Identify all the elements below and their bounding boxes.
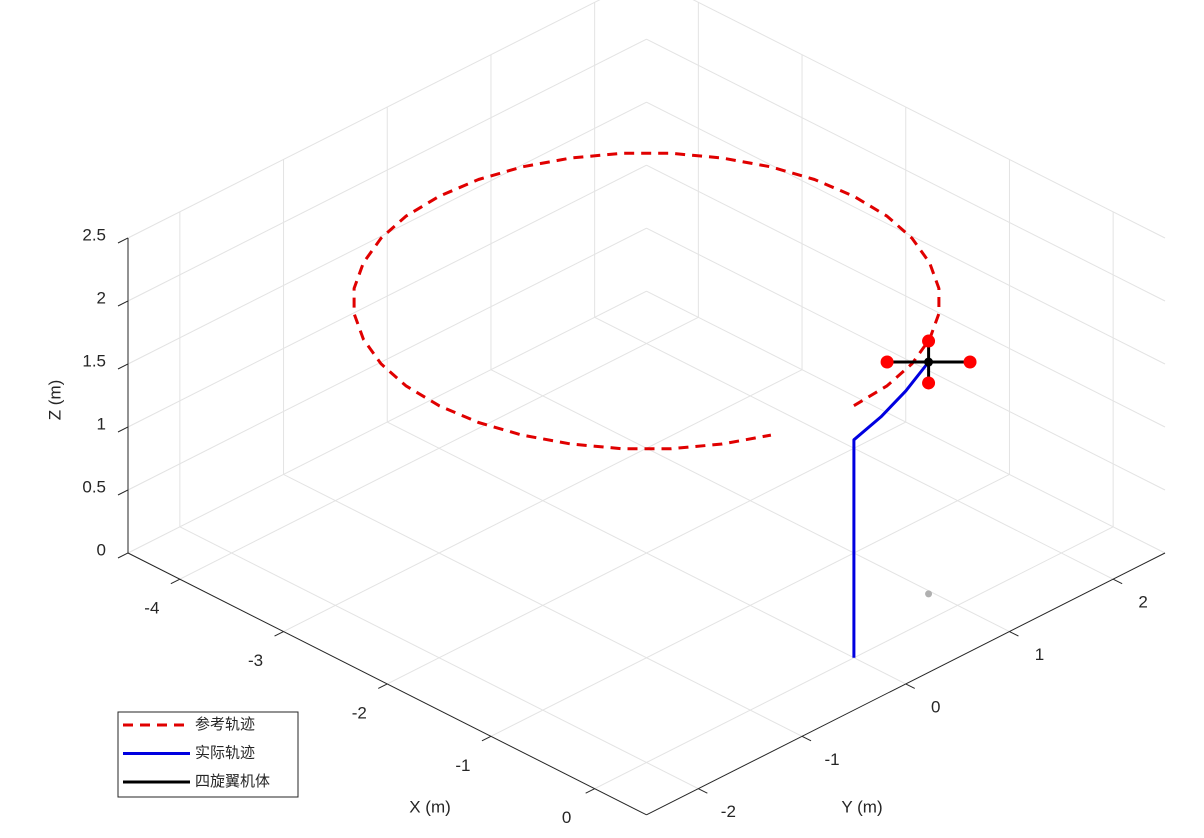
grid-line [646, 290, 1166, 554]
x-tick-label: 0 [562, 808, 571, 827]
y-tick-label: -2 [721, 802, 736, 821]
grid-line [127, 0, 601, 239]
grid-line [127, 290, 647, 554]
grid-line [387, 421, 906, 685]
body-center [924, 357, 934, 367]
x-tick [585, 788, 595, 794]
grid-line [490, 369, 1010, 632]
grid-line [646, 227, 1166, 491]
y-tick [905, 683, 915, 689]
axes: -4 -3 -2 -1 0 -2 -1 0 1 2 0 0.5 1 1.5 2 2.5 [82, 225, 1166, 827]
x-tick [481, 735, 492, 742]
z-tick-label: 0.5 [82, 477, 106, 496]
z-tick [117, 552, 129, 559]
y-tick [1112, 578, 1123, 585]
grid-line [127, 227, 647, 491]
legend-label: 参考轨迹 [195, 716, 255, 733]
ground-point [925, 590, 933, 598]
z-tick [117, 426, 129, 433]
z-tick-label: 2.5 [82, 225, 106, 244]
legend-label: 四旋翼机体 [195, 773, 270, 790]
z-tick [117, 489, 129, 496]
y-tick [801, 735, 812, 742]
x-tick [274, 631, 284, 637]
z-tick-label: 2 [97, 288, 106, 307]
legend-label: 实际轨迹 [195, 744, 255, 761]
rotor [922, 376, 936, 390]
plot-area [352, 151, 977, 658]
rotor [922, 334, 936, 348]
y-axis-label: Y (m) [841, 797, 882, 816]
y-tick-label: 0 [931, 697, 940, 716]
series-line [852, 361, 930, 658]
grid-line [692, 0, 1166, 239]
y-tick [698, 788, 708, 794]
x-axis-label: X (m) [409, 797, 451, 816]
x-tick [378, 683, 388, 689]
rotor [880, 355, 894, 369]
x-tick-label: -3 [248, 651, 263, 670]
x-tick-label: -4 [144, 599, 159, 618]
grid-line [127, 38, 647, 302]
x-tick-label: -2 [352, 703, 367, 722]
grid-line [646, 38, 1166, 302]
x-tick-label: -1 [455, 756, 470, 775]
z-tick-label: 0 [97, 540, 106, 559]
z-tick [117, 363, 129, 370]
z-axis-label: Z (m) [45, 380, 64, 421]
y-tick-label: -1 [824, 750, 839, 769]
x-tick [170, 578, 181, 585]
z-tick [117, 237, 129, 244]
y-tick [1009, 631, 1019, 637]
z-tick [117, 300, 129, 307]
y-tick-label: 1 [1035, 645, 1044, 664]
grid [127, 0, 1166, 790]
grid-line [646, 164, 1166, 428]
grid-line [646, 101, 1166, 365]
z-tick-label: 1 [97, 414, 106, 433]
z-tick-label: 1.5 [82, 351, 106, 370]
y-tick-label: 2 [1138, 593, 1147, 612]
series-line [352, 151, 941, 451]
rotor [963, 355, 977, 369]
grid-line [127, 101, 647, 365]
grid-line [179, 526, 699, 790]
grid-line [127, 164, 647, 428]
grid-line [283, 474, 803, 737]
